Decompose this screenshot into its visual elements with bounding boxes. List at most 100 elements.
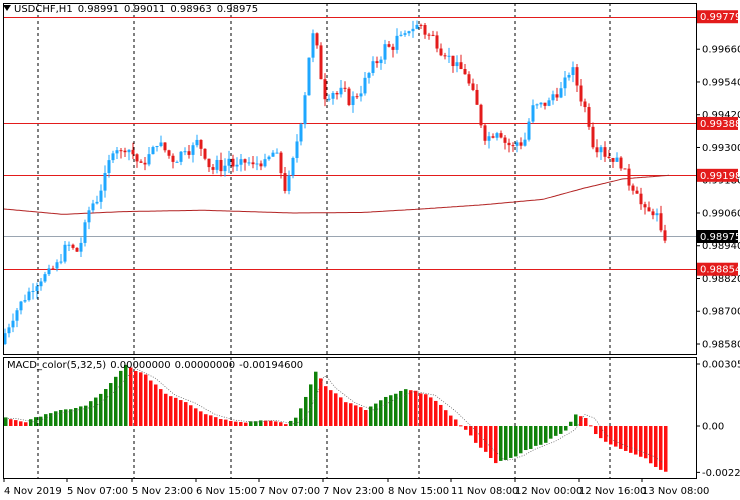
candle[interactable] (263, 153, 267, 168)
candle[interactable] (523, 132, 527, 147)
candle[interactable] (319, 42, 323, 80)
candle[interactable] (451, 55, 455, 73)
candle[interactable] (267, 155, 271, 161)
candle[interactable] (27, 287, 31, 302)
candle[interactable] (471, 78, 475, 92)
candle[interactable] (607, 149, 611, 159)
candle[interactable] (199, 139, 203, 157)
candle[interactable] (139, 159, 143, 163)
candle[interactable] (423, 23, 427, 39)
candle[interactable] (143, 157, 147, 171)
candle[interactable] (559, 81, 563, 99)
candle[interactable] (527, 118, 531, 142)
candle[interactable] (659, 205, 663, 233)
candle[interactable] (611, 157, 615, 169)
candle[interactable] (511, 142, 515, 152)
candle[interactable] (663, 224, 667, 244)
candle[interactable] (379, 56, 383, 70)
candle[interactable] (35, 282, 39, 299)
candle[interactable] (67, 241, 71, 252)
candle[interactable] (151, 145, 155, 155)
candle[interactable] (647, 201, 651, 212)
candle[interactable] (227, 150, 231, 173)
candle[interactable] (111, 150, 115, 164)
candle[interactable] (187, 145, 191, 159)
candle[interactable] (515, 140, 519, 153)
candle[interactable] (455, 55, 459, 73)
candle[interactable] (387, 41, 391, 48)
candle[interactable] (547, 97, 551, 107)
candle[interactable] (87, 206, 91, 230)
candle[interactable] (207, 158, 211, 173)
candle[interactable] (271, 150, 275, 157)
candle[interactable] (399, 31, 403, 37)
candle[interactable] (323, 73, 327, 107)
candle[interactable] (83, 219, 87, 247)
candle[interactable] (91, 199, 95, 213)
candle[interactable] (467, 71, 471, 86)
candle[interactable] (587, 103, 591, 130)
candle[interactable] (463, 63, 467, 75)
candle[interactable] (483, 123, 487, 145)
candle[interactable] (567, 72, 571, 81)
candle[interactable] (283, 167, 287, 194)
candle[interactable] (575, 64, 579, 92)
candle[interactable] (343, 81, 347, 92)
candle[interactable] (327, 94, 331, 102)
candle[interactable] (599, 145, 603, 160)
candle[interactable] (123, 147, 127, 157)
candle[interactable] (415, 20, 419, 30)
candle[interactable] (583, 98, 587, 113)
candle[interactable] (643, 201, 647, 215)
horizontal-levels[interactable] (3, 17, 696, 270)
candle[interactable] (147, 147, 151, 167)
candle[interactable] (427, 32, 431, 40)
candle[interactable] (487, 131, 491, 149)
candle[interactable] (251, 156, 255, 169)
candle[interactable] (279, 151, 283, 179)
candle[interactable] (347, 86, 351, 107)
candle[interactable] (551, 90, 555, 105)
candle[interactable] (159, 135, 163, 148)
candle[interactable] (19, 300, 23, 315)
candle[interactable] (307, 57, 311, 96)
candle[interactable] (491, 133, 495, 139)
candle[interactable] (183, 147, 187, 156)
candle[interactable] (623, 168, 627, 170)
candle[interactable] (115, 146, 119, 160)
dropdown-triangle-icon[interactable] (3, 5, 11, 11)
candle[interactable] (435, 31, 439, 53)
candle[interactable] (411, 20, 415, 38)
candle[interactable] (51, 265, 55, 270)
candle[interactable] (363, 72, 367, 96)
candle[interactable] (3, 328, 7, 345)
candle[interactable] (299, 122, 303, 146)
candle[interactable] (331, 91, 335, 105)
candle[interactable] (615, 152, 619, 162)
candle[interactable] (107, 154, 111, 178)
candle[interactable] (543, 102, 547, 110)
candle[interactable] (519, 137, 523, 150)
candle[interactable] (431, 30, 435, 37)
candle[interactable] (47, 264, 51, 277)
candle[interactable] (179, 151, 183, 166)
candle[interactable] (391, 43, 395, 58)
candle[interactable] (75, 247, 79, 253)
candle[interactable] (335, 91, 339, 100)
candle[interactable] (103, 165, 107, 198)
candle[interactable] (131, 142, 135, 160)
candle[interactable] (163, 142, 167, 153)
candle[interactable] (231, 154, 235, 173)
candle[interactable] (223, 158, 227, 177)
candle[interactable] (359, 85, 363, 102)
candle[interactable] (595, 139, 599, 158)
candle[interactable] (63, 240, 67, 264)
candle[interactable] (155, 145, 159, 152)
candle[interactable] (571, 61, 575, 83)
candle[interactable] (275, 148, 279, 154)
symbol-header[interactable]: USDCHF,H1 0.98991 0.99011 0.98963 0.98975 (3, 3, 263, 16)
candle[interactable] (579, 78, 583, 107)
candle[interactable] (7, 323, 11, 338)
candle[interactable] (591, 122, 595, 150)
